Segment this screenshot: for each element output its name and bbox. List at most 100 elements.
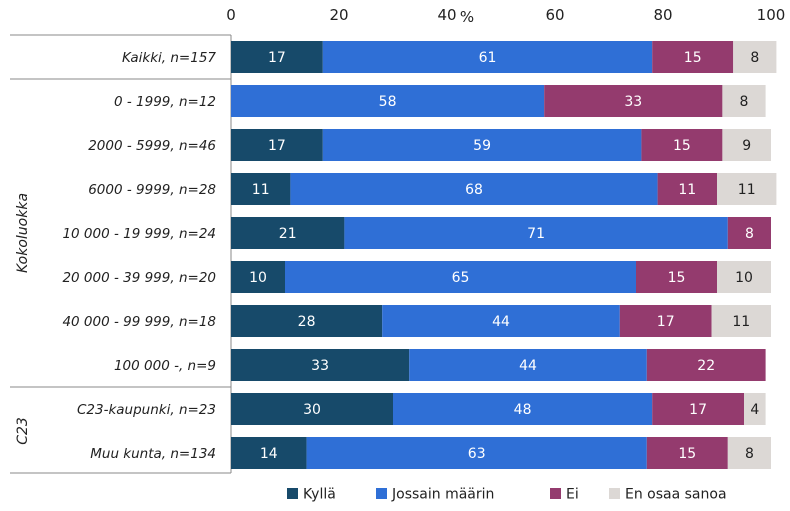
bar-value-label: 58 [379,94,397,110]
bar-segment [231,393,393,425]
bar-value-label: 30 [303,402,321,418]
bar-segment [646,349,766,381]
row-label: 40 000 - 99 999, n=18 [62,314,216,330]
bar-value-label: 8 [745,446,754,462]
bar-value-label: 8 [750,50,759,66]
bar-value-label: 22 [697,358,715,374]
row-labels: Kaikki, n=157 0 - 1999, n=12 2000 - 5999, … [62,50,216,462]
bar-value-label: 68 [465,182,483,198]
bar-value-label: 17 [657,314,675,330]
legend-label: Ei [566,487,579,503]
row-label: 10 000 - 19 999, n=24 [62,226,216,242]
bar-segment [344,217,728,249]
x-tick-label: 20 [329,6,348,24]
bar-segment [290,173,658,205]
x-tick-label: 0 [226,6,236,24]
bar-segment [722,129,771,161]
bar-segment [306,437,647,469]
bar-segment [733,41,777,73]
x-axis-ticks: 0 20 40 60 80 100 [226,6,785,24]
bar-value-label: 63 [468,446,486,462]
bar-segment [231,305,383,337]
row-label: C23-kaupunki, n=23 [77,402,216,418]
row-label: 0 - 1999, n=12 [114,94,216,110]
x-tick-label: 40 [437,6,456,24]
bar-segment [231,85,545,117]
bar-segment [231,41,323,73]
row-label: 100 000 -, n=9 [114,358,216,374]
bar-segment [652,41,734,73]
bar-segment [711,305,771,337]
x-tick-label: 100 [757,6,786,24]
bar-segment [657,173,717,205]
legend-label: Kyllä [303,487,336,503]
bar-value-label: 11 [732,314,750,330]
legend-label: Jossain määrin [391,487,494,503]
bar-segment [231,217,345,249]
bar-value-label: 10 [249,270,267,286]
bars: 17 61 15 8 58 33 8 17 59 15 9 11 68 11 11 21 71 8 10 65 15 10… [231,41,777,469]
bar-value-label: 59 [473,138,491,154]
group-label: Kokoluokka [15,193,31,273]
bar-value-label: 14 [260,446,278,462]
bar-value-label: 10 [735,270,753,286]
bar-value-label: 44 [519,358,537,374]
bar-segment [231,349,410,381]
bar-value-label: 15 [673,138,691,154]
bar-segment [717,173,777,205]
bar-segment [727,437,771,469]
legend-swatch [550,488,561,499]
bar-value-label: 11 [678,182,696,198]
legend-swatch [376,488,387,499]
bar-value-label: 44 [492,314,510,330]
bar-value-label: 21 [279,226,297,242]
bar-segment [231,173,291,205]
x-tick-label: 60 [545,6,564,24]
row-label: Muu kunta, n=134 [90,446,216,462]
bar-segment [641,129,723,161]
bar-segment [322,129,642,161]
legend-swatch [287,488,298,499]
bar-value-label: 61 [479,50,497,66]
bar-segment [544,85,723,117]
bar-value-label: 8 [740,94,749,110]
bar-segment [231,129,323,161]
row-label: 2000 - 5999, n=46 [88,138,216,154]
bar-value-label: 15 [668,270,686,286]
legend-swatch [609,488,620,499]
bar-segment [727,217,771,249]
bar-value-label: 17 [268,50,286,66]
bar-value-label: 28 [298,314,316,330]
bar-segment [231,437,307,469]
bar-value-label: 11 [252,182,270,198]
group-labels: Kokoluokka C23 [15,193,31,445]
row-label: 20 000 - 39 999, n=20 [62,270,216,286]
bar-segment [231,261,285,293]
legend: Kyllä Jossain määrin Ei En osaa sanoa [287,487,727,503]
bar-value-label: 15 [678,446,696,462]
bar-segment [717,261,771,293]
bar-value-label: 17 [268,138,286,154]
group-label: C23 [15,417,31,445]
bar-value-label: 8 [745,226,754,242]
bar-value-label: 33 [311,358,329,374]
bar-value-label: 33 [624,94,642,110]
bar-segment [646,437,728,469]
bar-value-label: 48 [514,402,532,418]
bar-segment [744,393,766,425]
row-label: Kaikki, n=157 [122,50,216,66]
bar-value-label: 65 [452,270,470,286]
bar-segment [393,393,653,425]
bar-segment [619,305,712,337]
bar-value-label: 15 [684,50,702,66]
bar-segment [636,261,717,293]
x-tick-label: 80 [653,6,672,24]
bar-segment [409,349,647,381]
bar-value-label: 71 [527,226,545,242]
bar-segment [722,85,766,117]
bar-value-label: 17 [689,402,707,418]
bar-segment [382,305,620,337]
legend-label: En osaa sanoa [625,487,727,503]
bar-value-label: 4 [750,402,759,418]
